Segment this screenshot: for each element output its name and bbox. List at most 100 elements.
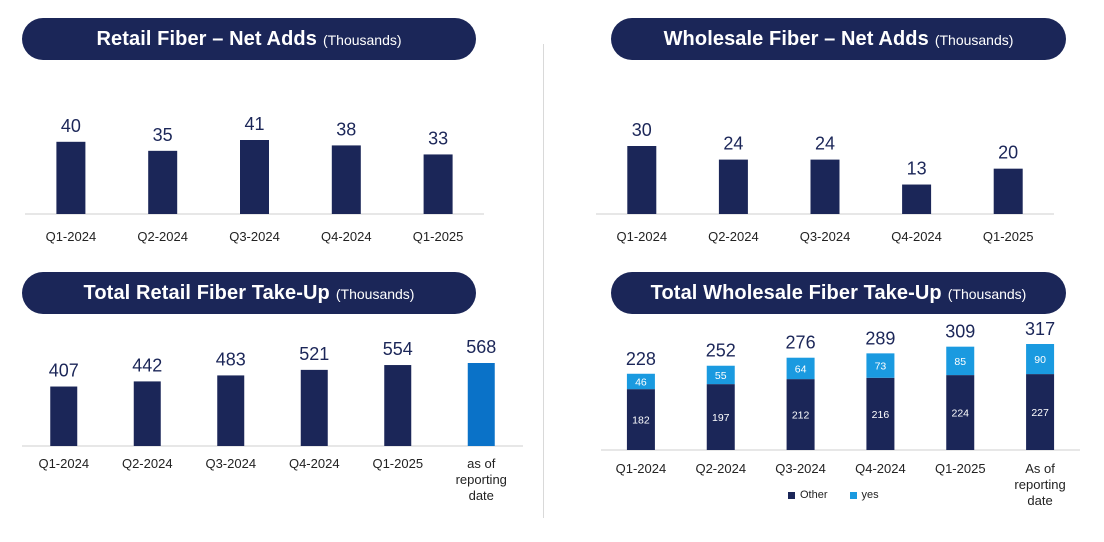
retail_net_adds-value-label-1: 35 [153, 125, 173, 145]
wholesale_takeup-inner-label-yes-4: 85 [954, 356, 966, 368]
wholesale_takeup-bar-yes-0 [626, 373, 655, 390]
retail_takeup-bar-3 [300, 369, 328, 446]
wholesale_takeup-bar-yes-3 [866, 353, 895, 378]
wholesale_net_adds-bar-4 [993, 168, 1023, 214]
retail_takeup-bar-4 [384, 365, 412, 446]
wholesale_net_adds-bar-0 [627, 146, 657, 214]
wholesale_takeup-category-label-2: Q3-2024 [775, 461, 826, 476]
wholesale_net_adds-category-label-3: Q4-2024 [891, 229, 942, 244]
wholesale_takeup-category-label-0: Q1-2024 [616, 461, 667, 476]
wholesale-takeup-title: Total Wholesale Fiber Take-Up (Thousands… [611, 272, 1066, 314]
wholesale_net_adds-bar-3 [902, 184, 932, 214]
vertical-divider [543, 44, 544, 518]
wholesale_takeup-bar-yes-5 [1026, 344, 1055, 375]
wholesale_takeup-bar-yes-2 [786, 357, 815, 380]
retail_takeup-value-label-5: 568 [466, 337, 496, 357]
wholesale-net-adds-unit: (Thousands) [934, 32, 1014, 48]
wholesale_takeup-inner-label-yes-2: 64 [795, 363, 807, 375]
legend-item-other: Other [788, 489, 828, 501]
retail_takeup-category-label-4: Q1-2025 [372, 456, 423, 471]
retail_takeup-value-label-0: 407 [49, 361, 79, 381]
retail_takeup-category-label-2: Q3-2024 [205, 456, 256, 471]
retail_net_adds-bar-0 [56, 141, 86, 214]
wholesale_takeup-category-label-1: Q2-2024 [695, 461, 746, 476]
retail_takeup-bar-2 [217, 375, 245, 446]
wholesale-takeup-title-text: Total Wholesale Fiber Take-Up [650, 281, 942, 304]
wholesale_takeup-total-label-5: 317 [1025, 319, 1055, 339]
wholesale_takeup-bar-other-5 [1026, 374, 1055, 450]
wholesale_takeup-bar-other-2 [786, 379, 815, 450]
retail_net_adds-category-label-1: Q2-2024 [137, 229, 188, 244]
wholesale_takeup-total-label-0: 228 [626, 349, 656, 369]
wholesale_takeup-bar-other-1 [706, 384, 735, 450]
retail_takeup-category-label-5: as of reporting date [456, 456, 507, 503]
retail_net_adds-bar-2 [240, 140, 269, 214]
wholesale_takeup-inner-label-other-2: 212 [792, 410, 810, 422]
retail_takeup-category-label-1: Q2-2024 [122, 456, 173, 471]
retail_net_adds-value-label-2: 41 [244, 114, 264, 134]
retail_takeup-category-label-0: Q1-2024 [38, 456, 89, 471]
retail_takeup-value-label-2: 483 [216, 349, 246, 369]
wholesale_net_adds-bar-1 [718, 159, 748, 214]
wholesale_takeup-bar-yes-4 [946, 346, 975, 376]
wholesale_net_adds-category-label-1: Q2-2024 [708, 229, 759, 244]
wholesale_takeup-category-label-4: Q1-2025 [935, 461, 986, 476]
legend-swatch-yes [849, 491, 857, 499]
retail-net-adds-title-text: Retail Fiber – Net Adds [96, 27, 317, 50]
wholesale_takeup-total-label-3: 289 [865, 328, 895, 348]
wholesale_net_adds-value-label-3: 13 [907, 159, 927, 179]
wholesale_net_adds-value-label-4: 20 [998, 143, 1018, 163]
retail_takeup-bar-0 [50, 386, 78, 446]
retail-net-adds-unit: (Thousands) [322, 32, 402, 48]
wholesale_net_adds-category-label-0: Q1-2024 [617, 229, 668, 244]
wholesale_takeup-bar-other-0 [626, 389, 655, 450]
wholesale_takeup-inner-label-other-1: 197 [712, 412, 730, 424]
wholesale-takeup-legend: Other yes [788, 489, 901, 501]
retail_net_adds-bar-3 [331, 145, 361, 214]
legend-label-yes: yes [861, 489, 879, 501]
retail-takeup-unit: (Thousands) [335, 286, 415, 302]
wholesale_takeup-total-label-2: 276 [786, 333, 816, 353]
retail_net_adds-category-label-4: Q1-2025 [413, 229, 464, 244]
wholesale_net_adds-value-label-1: 24 [723, 134, 743, 154]
wholesale_takeup-inner-label-other-4: 224 [951, 408, 969, 420]
wholesale_net_adds-category-label-2: Q3-2024 [800, 229, 851, 244]
wholesale_net_adds-value-label-0: 30 [632, 120, 652, 140]
wholesale_takeup-category-label-3: Q4-2024 [855, 461, 906, 476]
wholesale_net_adds-bar-2 [810, 159, 840, 214]
wholesale_takeup-total-label-1: 252 [706, 341, 736, 361]
wholesale_takeup-inner-label-yes-0: 46 [635, 376, 647, 388]
legend-label-other: Other [800, 489, 828, 501]
wholesale_takeup-inner-label-yes-5: 90 [1034, 354, 1046, 366]
wholesale-net-adds-title-text: Wholesale Fiber – Net Adds [663, 27, 929, 50]
wholesale_net_adds-category-label-4: Q1-2025 [983, 229, 1034, 244]
retail_net_adds-value-label-0: 40 [61, 116, 81, 136]
wholesale_takeup-bar-other-3 [866, 377, 895, 450]
wholesale_takeup-inner-label-other-5: 227 [1031, 407, 1049, 419]
retail_takeup-value-label-1: 442 [132, 355, 162, 375]
retail_takeup-category-label-3: Q4-2024 [289, 456, 340, 471]
retail_takeup-value-label-4: 554 [383, 339, 413, 359]
wholesale-net-adds-title: Wholesale Fiber – Net Adds (Thousands) [611, 18, 1066, 60]
retail_net_adds-value-label-3: 38 [336, 119, 356, 139]
wholesale_takeup-inner-label-yes-1: 55 [715, 370, 727, 382]
wholesale_takeup-bar-yes-1 [706, 365, 735, 385]
wholesale_takeup-inner-label-yes-3: 73 [875, 361, 887, 373]
wholesale-takeup-unit: (Thousands) [947, 286, 1027, 302]
retail_net_adds-bar-4 [423, 154, 453, 214]
legend-swatch-other [788, 491, 795, 499]
retail_net_adds-category-label-0: Q1-2024 [46, 229, 97, 244]
wholesale_takeup-inner-label-other-3: 216 [872, 409, 890, 421]
retail_net_adds-value-label-4: 33 [428, 128, 448, 148]
retail_net_adds-category-label-3: Q4-2024 [321, 229, 372, 244]
retail_net_adds-category-label-2: Q3-2024 [229, 229, 280, 244]
legend-item-yes: yes [849, 489, 879, 501]
retail-net-adds-title: Retail Fiber – Net Adds (Thousands) [22, 18, 476, 60]
wholesale_takeup-inner-label-other-0: 182 [632, 415, 650, 427]
retail-takeup-title-text: Total Retail Fiber Take-Up [83, 281, 330, 304]
wholesale_takeup-category-label-5: As of reporting date [1014, 461, 1065, 508]
wholesale_net_adds-value-label-2: 24 [815, 134, 835, 154]
retail_takeup-bar-5 [467, 363, 495, 446]
retail_net_adds-bar-1 [148, 150, 178, 214]
